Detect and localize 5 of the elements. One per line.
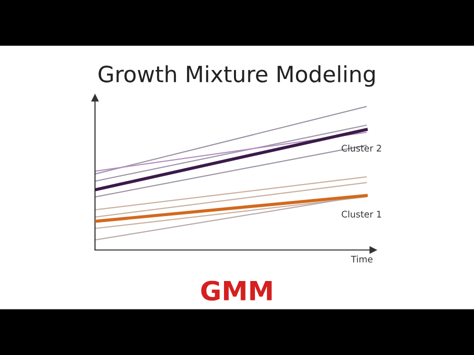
series-label: Cluster 1	[342, 210, 382, 218]
x-axis-title: Time	[350, 256, 373, 263]
chart-title: Growth Mixture Modeling	[98, 65, 375, 87]
series-label: Cluster 2	[342, 144, 381, 152]
text: GMM	[201, 280, 272, 301]
